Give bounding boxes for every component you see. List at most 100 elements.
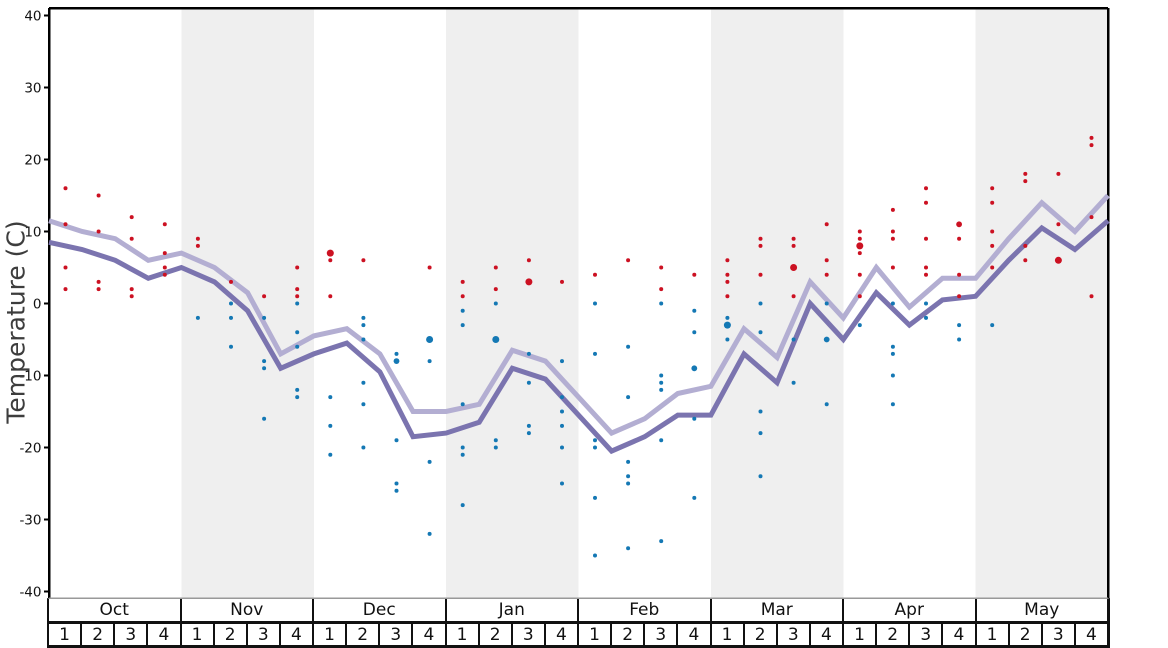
max-temperature-observations-dot (96, 229, 101, 234)
max-temperature-observations-dot (758, 236, 763, 241)
max-temperature-observations-dot (361, 258, 366, 263)
min-temperature-observations-dot (824, 301, 829, 306)
min-temperature-observations-dot (560, 423, 564, 428)
max-temperature-observations-dot (326, 249, 334, 257)
y-tick-label-0: 0 (33, 296, 42, 312)
min-temperature-observations-dot (593, 351, 597, 356)
max-temperature-observations-dot (195, 243, 200, 248)
min-temperature-observations-dot (526, 431, 531, 436)
max-temperature-observations-dot (692, 272, 697, 277)
max-temperature-observations-dot (460, 294, 465, 299)
min-temperature-observations-dot (890, 402, 895, 407)
max-temperature-observations-dot (659, 287, 664, 292)
week-number-apr-4: 4 (943, 624, 977, 645)
max-temperature-observations-dot (857, 236, 862, 241)
min-temperature-observations-dot (593, 553, 597, 558)
max-temperature-observations-dot (957, 236, 962, 241)
week-number-may-4: 4 (1086, 624, 1097, 645)
week-number-apr-3: 3 (910, 624, 944, 645)
y-tick-label-20: 20 (24, 152, 41, 168)
max-temperature-observations-dot (96, 279, 101, 284)
min-temperature-observations-dot (626, 459, 631, 464)
max-temperature-observations-dot (63, 287, 68, 292)
min-temperature-observations-dot (990, 323, 995, 328)
min-temperature-observations-dot (526, 423, 531, 428)
max-temperature-observations-dot (493, 265, 498, 270)
min-temperature-observations-dot (460, 308, 465, 313)
max-temperature-observations-dot (791, 236, 796, 241)
min-temperature-observations-dot (195, 315, 200, 320)
min-temperature-observations-dot (560, 409, 564, 414)
week-number-oct-1: 1 (49, 624, 83, 645)
week-number-nov-1: 1 (182, 624, 215, 645)
week-number-feb-3: 3 (645, 624, 679, 645)
min-temperature-observations-dot (593, 438, 597, 443)
min-temperature-observations-dot (758, 474, 763, 479)
min-temperature-observations-dot (295, 395, 300, 400)
week-number-mar-1: 1 (712, 624, 745, 645)
y-tick-label-30: 30 (24, 80, 41, 96)
month-label-row: Oct Nov Dec Jan Feb Mar Apr May (47, 598, 1110, 621)
month-label-apr: Apr (844, 599, 977, 621)
min-temperature-observations-dot (229, 301, 233, 306)
max-temperature-observations-dot (990, 200, 995, 205)
min-temperature-observations-dot (328, 423, 333, 428)
max-temperature-observations-dot (725, 294, 730, 299)
max-temperature-observations-dot (1023, 179, 1028, 184)
min-temperature-observations-dot (791, 380, 796, 385)
min-temperature-observations-dot (659, 438, 664, 443)
min-temperature-observations-dot (426, 336, 434, 343)
y-tick-label-10: 10 (24, 224, 41, 240)
min-temperature-observations-dot (560, 481, 564, 486)
max-temperature-observations-dot (990, 186, 995, 191)
week-number-may-2: 2 (1010, 624, 1043, 645)
min-temperature-observations-dot (692, 416, 697, 421)
min-temperature-observations-dot (427, 359, 432, 364)
min-temperature-observations-dot (593, 495, 597, 500)
min-temperature-observations-dot (924, 315, 928, 320)
min-temperature-observations-dot (460, 503, 465, 508)
max-temperature-observations-dot (593, 272, 597, 277)
week-number-nov-2: 2 (215, 624, 248, 645)
min-temperature-observations-dot (493, 438, 498, 443)
max-temperature-observations-dot (1023, 171, 1028, 176)
month-label-mar: Mar (712, 599, 844, 621)
min-temperature-observations-dot (460, 323, 465, 328)
shaded-month-band-nov (181, 8, 314, 598)
max-temperature-observations-dot (525, 278, 533, 286)
min-temperature-observations-dot (659, 387, 664, 392)
max-temperature-observations-dot (96, 193, 101, 198)
max-temperature-observations-dot (791, 294, 796, 299)
min-temperature-observations-dot (394, 351, 399, 356)
week-number-jan-2: 2 (480, 624, 513, 645)
week-number-mar-2: 2 (745, 624, 778, 645)
month-label-nov: Nov (182, 599, 314, 621)
max-temperature-observations-dot (427, 265, 432, 270)
max-temperature-observations-dot (460, 279, 465, 284)
min-temperature-observations-dot (427, 459, 432, 464)
month-label-feb: Feb (579, 599, 712, 621)
max-temperature-observations-dot (626, 258, 631, 263)
min-temperature-observations-dot (593, 445, 597, 450)
max-temperature-observations-dot (162, 265, 167, 270)
min-temperature-observations-dot (758, 409, 763, 414)
max-temperature-observations-dot (63, 222, 68, 227)
max-temperature-observations-dot (857, 229, 862, 234)
week-number-jan-4: 4 (546, 624, 579, 645)
min-temperature-observations-dot (626, 395, 631, 400)
max-temperature-observations-dot (1089, 215, 1094, 220)
week-number-jan-1: 1 (447, 624, 480, 645)
max-temperature-observations-dot (1023, 258, 1028, 263)
max-temperature-observations-dot (493, 287, 498, 292)
max-temperature-observations-dot (857, 251, 862, 256)
max-temperature-observations-dot (725, 258, 730, 263)
week-number-mar-3: 3 (778, 624, 811, 645)
max-temperature-observations-dot (162, 251, 167, 256)
max-temperature-observations-dot (129, 236, 134, 241)
min-temperature-observations-dot (295, 330, 300, 335)
average-min-temperature-line (48, 218, 1110, 455)
max-temperature-observations-dot (328, 294, 333, 299)
min-temperature-observations-dot (626, 546, 631, 551)
max-temperature-observations-dot (924, 265, 928, 270)
